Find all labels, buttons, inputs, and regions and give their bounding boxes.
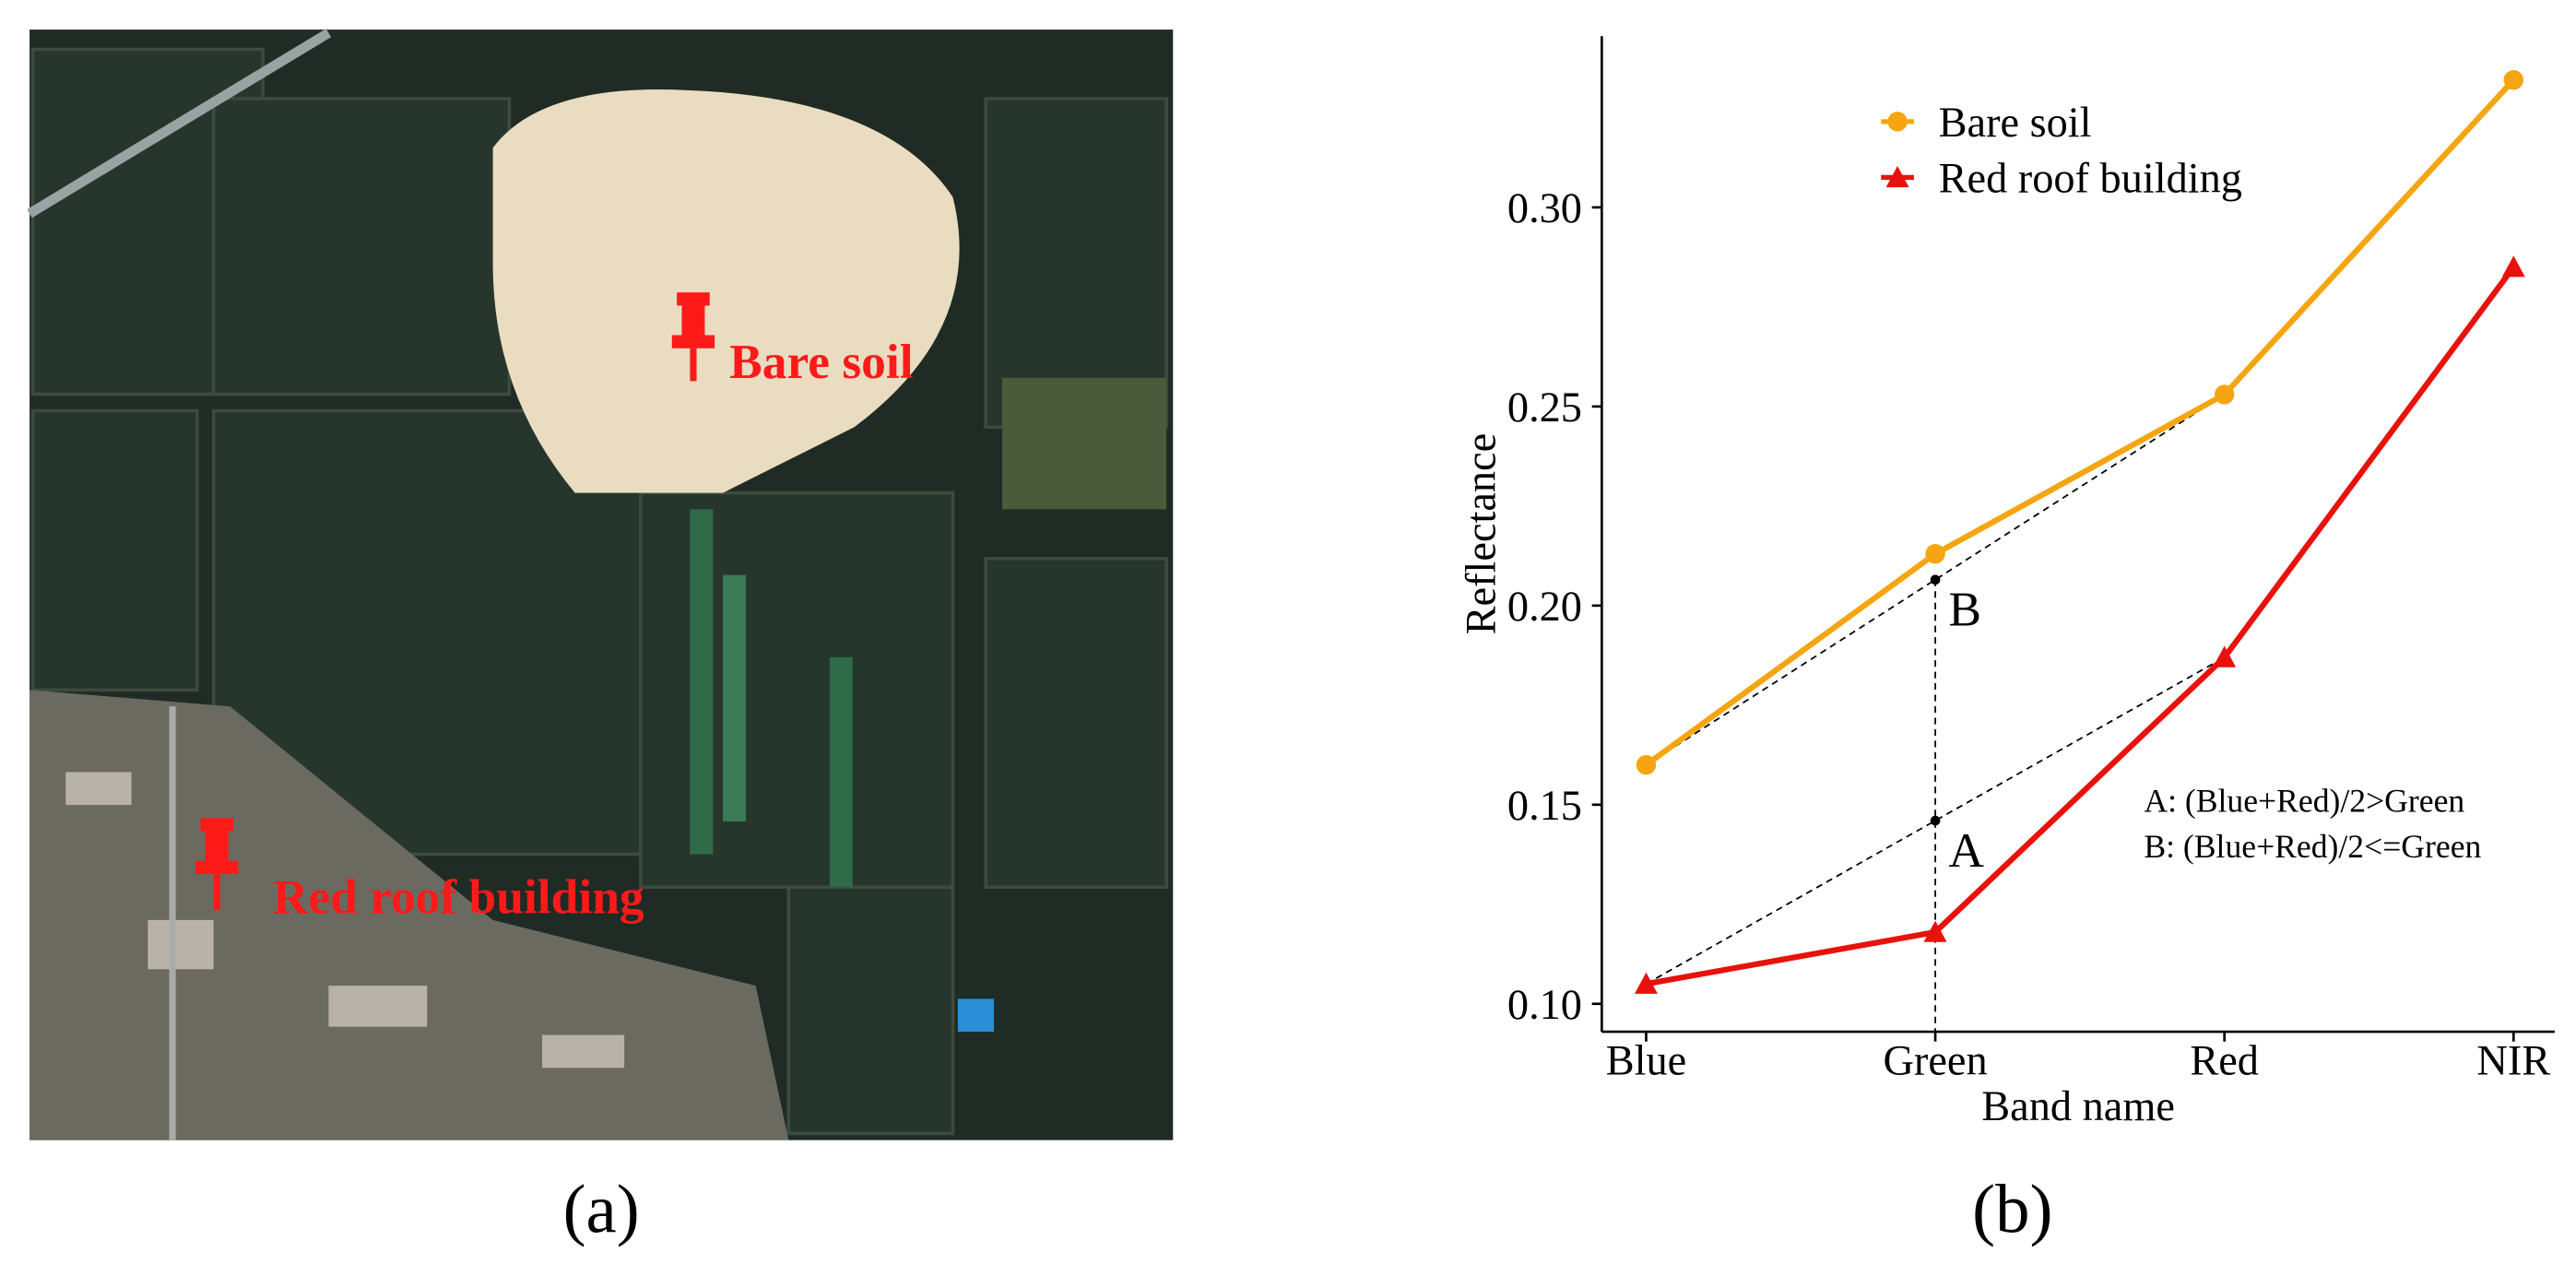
data-point — [1636, 754, 1657, 775]
pin — [195, 818, 239, 911]
legend-marker — [1885, 165, 1909, 188]
data-point — [1923, 920, 1947, 942]
series-line — [1645, 265, 2516, 987]
data-point — [2503, 70, 2523, 90]
note: B: (Blue+Red)/2<=Green — [2144, 828, 2481, 865]
data-point — [2214, 384, 2235, 405]
legend-marker — [1887, 112, 1908, 132]
panel-caption: (b) — [1972, 1171, 2052, 1247]
point-label: A — [1948, 822, 1984, 878]
y-tick-label: 0.30 — [1507, 185, 1582, 232]
point-label: B — [1948, 582, 1981, 637]
series-line — [1644, 77, 2516, 768]
data-point — [1634, 972, 1658, 994]
data-point — [2501, 255, 2525, 278]
y-tick-label: 0.20 — [1507, 584, 1582, 631]
data-point — [2213, 645, 2237, 667]
x-tick-label: Red — [2190, 1037, 2259, 1084]
note: A: (Blue+Red)/2>Green — [2144, 782, 2464, 819]
x-axis-title: Band name — [1981, 1083, 2175, 1130]
image-label: Red roof building — [273, 869, 644, 925]
y-tick-label: 0.25 — [1507, 384, 1582, 431]
x-tick-label: NIR — [2476, 1037, 2550, 1084]
legend-label: Red roof building — [1939, 155, 2242, 202]
chord — [1646, 656, 2226, 985]
y-tick-label: 0.15 — [1507, 783, 1582, 830]
y-tick-label: 0.10 — [1507, 982, 1582, 1029]
chord-midpoint — [1930, 815, 1941, 826]
legend-label: Bare soil — [1939, 100, 2092, 147]
image-label: Bare soil — [729, 334, 913, 389]
x-tick-label: Blue — [1606, 1037, 1686, 1084]
panel-caption: (a) — [563, 1171, 640, 1247]
satellite-image — [27, 29, 1174, 1140]
pin — [671, 292, 715, 382]
chart: 0.10 0.15 0.20 0.25 0.30 Blue Green Red NIR Band … — [1459, 36, 2555, 1247]
x-tick-label: Green — [1883, 1037, 1987, 1084]
data-point — [1925, 544, 1945, 564]
y-axis-title: Reflectance — [1459, 433, 1506, 635]
